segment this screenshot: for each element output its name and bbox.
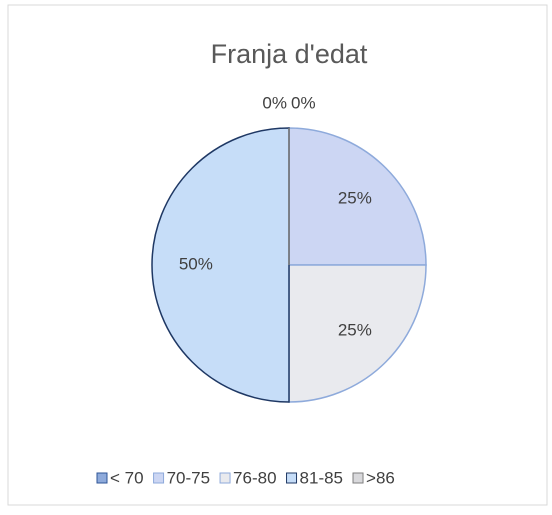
data-label: 50% [179, 254, 213, 273]
legend-label: 81-85 [300, 468, 343, 487]
legend-swatch [96, 472, 108, 484]
data-label: 0% [291, 93, 316, 112]
legend-label: >86 [366, 468, 395, 487]
legend-label: < 70 [110, 468, 144, 487]
legend-swatch [219, 472, 231, 484]
data-label: 25% [338, 320, 372, 339]
legend-label: 76-80 [233, 468, 276, 487]
pie-slice [151, 127, 290, 403]
legend-swatch [153, 472, 165, 484]
data-label: 0% [262, 93, 287, 112]
legend-label: 70-75 [167, 468, 210, 487]
pie-slice [288, 127, 427, 266]
pie-slice [288, 264, 427, 403]
legend-swatch [286, 472, 298, 484]
chart-title: Franja d'edat [211, 39, 368, 69]
legend-swatch [352, 472, 364, 484]
data-label: 25% [338, 189, 372, 208]
